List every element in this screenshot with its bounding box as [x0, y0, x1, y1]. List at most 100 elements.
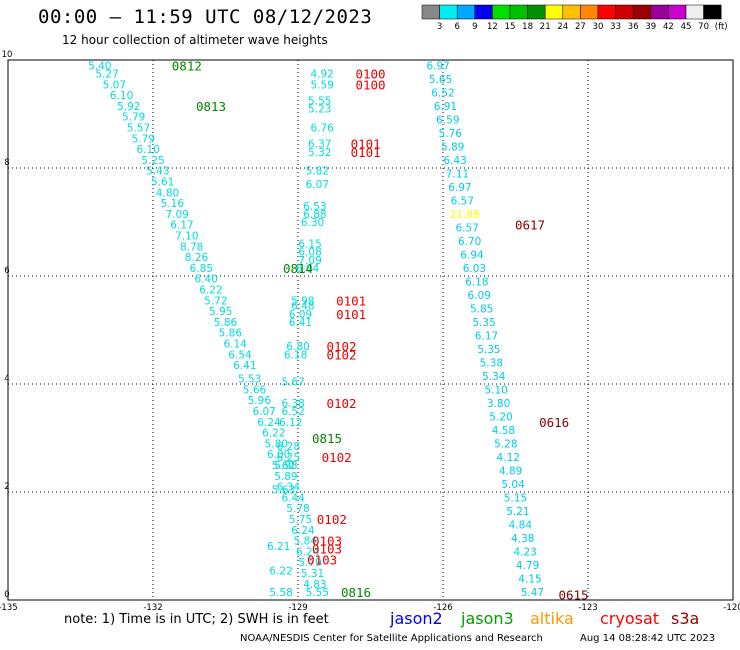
- swh-value-label: 4.58: [492, 425, 515, 437]
- swh-value-label: 6.10: [110, 90, 133, 102]
- legend-label: 24: [557, 22, 568, 32]
- swh-value-label: 5.98: [274, 460, 297, 472]
- swh-value-label: 6.52: [281, 406, 304, 418]
- swh-value-label: 6.04: [296, 263, 320, 275]
- swh-value-label: 5.43: [146, 166, 169, 178]
- legend-label: (ft): [715, 22, 728, 32]
- legend-label: 21: [540, 22, 551, 32]
- y-tick-label: 2: [4, 482, 9, 492]
- swh-value-label: 6.48: [291, 301, 314, 313]
- swh-value-label: 5.67: [281, 376, 304, 388]
- swh-value-label: 5.78: [286, 503, 309, 515]
- legend-label: 45: [681, 22, 692, 32]
- swh-value-label: 5.57: [127, 123, 150, 135]
- swh-value-label: 6.37: [308, 139, 331, 151]
- swh-value-label: 5.28: [494, 438, 517, 450]
- pass-time-label: 0814: [283, 261, 313, 276]
- swh-value-label: 6.21: [267, 541, 290, 553]
- pass-time-label: 0102: [326, 347, 356, 362]
- swh-value-label: 5.34: [482, 371, 506, 383]
- swh-value-label: 5.58: [269, 587, 292, 599]
- swh-value-label: 6.43: [443, 155, 466, 167]
- legend-label: 3: [437, 22, 442, 32]
- legend-swatch: [597, 4, 616, 20]
- swh-value-label: 6.80: [286, 341, 309, 353]
- legend-swatch: [509, 4, 528, 20]
- x-tick-label: -135: [0, 603, 18, 613]
- swh-value-label: 6.22: [199, 285, 222, 297]
- pass-time-label: 0617: [515, 218, 545, 233]
- swh-value-label: 5.27: [95, 69, 118, 81]
- swh-value-label: 6.70: [458, 236, 481, 248]
- pass-time-label: 0103: [312, 534, 342, 549]
- swh-value-label: 6.08: [298, 247, 321, 259]
- legend-swatch: [456, 4, 476, 20]
- sat-legend-cryosat: cryosat: [600, 609, 660, 628]
- legend-label: 42: [663, 22, 674, 32]
- swh-value-label: 8.78: [180, 241, 203, 253]
- y-tick-label: 0: [4, 590, 9, 600]
- swh-value-label: 21.88: [450, 209, 480, 221]
- pass-time-label: 0101: [336, 293, 366, 308]
- legend-label: 18: [522, 22, 533, 32]
- legend-label: 6: [454, 22, 459, 32]
- swh-value-label: 4.12: [497, 452, 520, 464]
- swh-value-label: 6.91: [434, 101, 457, 113]
- swh-value-label: 5.61: [151, 177, 174, 189]
- swh-value-label: 6.07: [306, 179, 329, 191]
- swh-value-label: 6.22: [269, 565, 292, 577]
- swh-value-label: 5.89: [441, 141, 464, 153]
- swh-value-label: 5.66: [243, 384, 267, 396]
- pass-time-label: 0816: [341, 585, 371, 600]
- pass-time-label: 0815: [312, 431, 342, 446]
- swh-value-label: 6.24: [291, 525, 315, 537]
- swh-value-label: 5.20: [489, 411, 512, 423]
- swh-value-label: 8.26: [185, 252, 209, 264]
- swh-value-label: 6.44: [281, 492, 305, 504]
- swh-value-label: 5.86: [214, 317, 238, 329]
- legend-label: 33: [610, 22, 621, 32]
- swh-value-label: 4.83: [303, 579, 326, 591]
- legend-swatch: [580, 4, 599, 20]
- swh-value-label: 6.12: [279, 417, 302, 429]
- swh-value-label: 6.41: [289, 317, 312, 329]
- swh-value-label: 4.38: [511, 533, 534, 545]
- pass-time-label: 0102: [322, 450, 352, 465]
- legend-swatch: [650, 4, 669, 20]
- pass-time-label: 0102: [317, 512, 347, 527]
- swh-value-label: 5.79: [132, 133, 155, 145]
- swh-value-label: 6.34: [277, 482, 301, 494]
- legend-swatch: [492, 4, 511, 20]
- page-title: 00:00 – 11:59 UTC 08/12/2023: [38, 6, 373, 28]
- x-tick-label: -123: [578, 603, 597, 613]
- swh-value-label: 5.25: [141, 155, 164, 167]
- pass-time-label: 0101: [336, 307, 366, 322]
- swh-value-label: 5.35: [477, 344, 500, 356]
- swh-value-label: 6.30: [301, 217, 324, 229]
- swh-value-label: 6.10: [136, 144, 159, 156]
- swh-value-label: 5.79: [298, 557, 321, 569]
- swh-value-label: 6.07: [252, 406, 275, 418]
- sat-legend-jason2: jason2: [390, 609, 443, 628]
- swh-value-label: 5.31: [301, 568, 324, 580]
- pass-time-label: 0102: [326, 339, 356, 354]
- y-tick-label: 4: [4, 374, 9, 384]
- legend-swatch: [685, 4, 704, 20]
- swh-value-label: 6.57: [451, 195, 474, 207]
- swh-value-label: 5.75: [289, 514, 312, 526]
- swh-value-label: 4.79: [516, 560, 539, 572]
- swh-value-label: 6.97: [426, 60, 449, 72]
- legend-label: 27: [575, 22, 586, 32]
- legend-swatch: [562, 4, 581, 20]
- pass-time-label: 0812: [172, 58, 202, 73]
- x-tick-label: -132: [143, 603, 162, 613]
- sat-legend-jason3: jason3: [461, 609, 514, 628]
- page-subtitle: 12 hour collection of altimeter wave hei…: [62, 33, 328, 47]
- swh-value-label: 5.79: [122, 112, 145, 124]
- sat-legend-s3a: s3a: [671, 609, 700, 628]
- swh-value-label: 6.85: [190, 263, 213, 275]
- pass-time-label: 0100: [355, 77, 385, 92]
- swh-value-label: 7.10: [175, 231, 198, 243]
- swh-value-label: 5.84: [294, 536, 318, 548]
